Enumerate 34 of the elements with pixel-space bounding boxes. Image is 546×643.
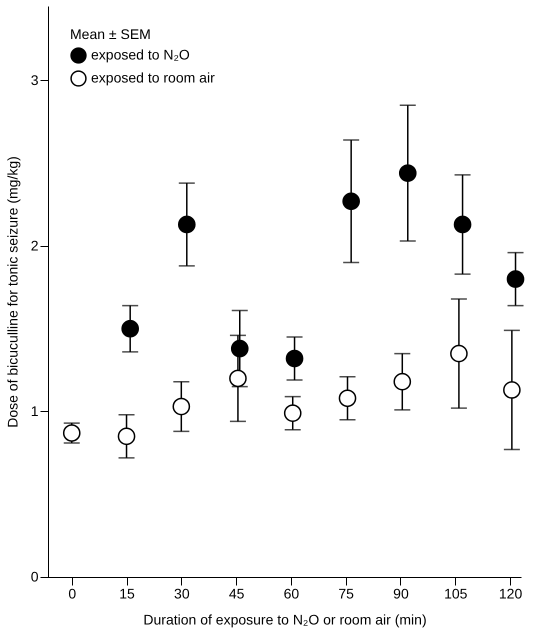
- legend-title: Mean ± SEM: [70, 26, 151, 42]
- point: [393, 372, 412, 390]
- y-tick-label: 1: [30, 402, 39, 419]
- point: [121, 320, 139, 338]
- y-tick-label: 2: [30, 237, 39, 254]
- x-tick-label: 45: [228, 586, 245, 602]
- x-tick-label: 90: [393, 586, 409, 602]
- x-tick-label: 0: [68, 586, 76, 602]
- x-tick-label: 60: [284, 586, 300, 602]
- x-tick-label: 105: [444, 586, 468, 602]
- point: [229, 370, 247, 388]
- point: [284, 404, 302, 422]
- x-tick-label: 15: [119, 586, 136, 602]
- point: [450, 344, 468, 362]
- x-axis-title: Duration of exposure to N₂O or room air (min): [143, 612, 427, 628]
- point: [454, 216, 472, 234]
- point: [503, 381, 521, 399]
- point: [230, 340, 249, 358]
- y-axis-title: Dose of bicuculline for tonic seizure (mg/kg): [4, 156, 21, 428]
- legend-label: exposed to room air: [91, 70, 216, 86]
- point: [338, 389, 356, 408]
- y-tick-label: 3: [30, 72, 39, 88]
- point: [118, 428, 136, 446]
- point: [172, 398, 190, 416]
- legend-label: exposed to N₂O: [91, 46, 190, 62]
- y-tick-label: 0: [30, 568, 39, 584]
- point: [286, 350, 304, 368]
- point: [342, 192, 360, 210]
- point: [178, 216, 196, 234]
- x-tick-label: 75: [338, 586, 354, 602]
- point: [398, 164, 417, 182]
- point: [506, 270, 524, 288]
- x-tick-label: 30: [174, 586, 190, 602]
- x-tick-label: 120: [498, 586, 522, 602]
